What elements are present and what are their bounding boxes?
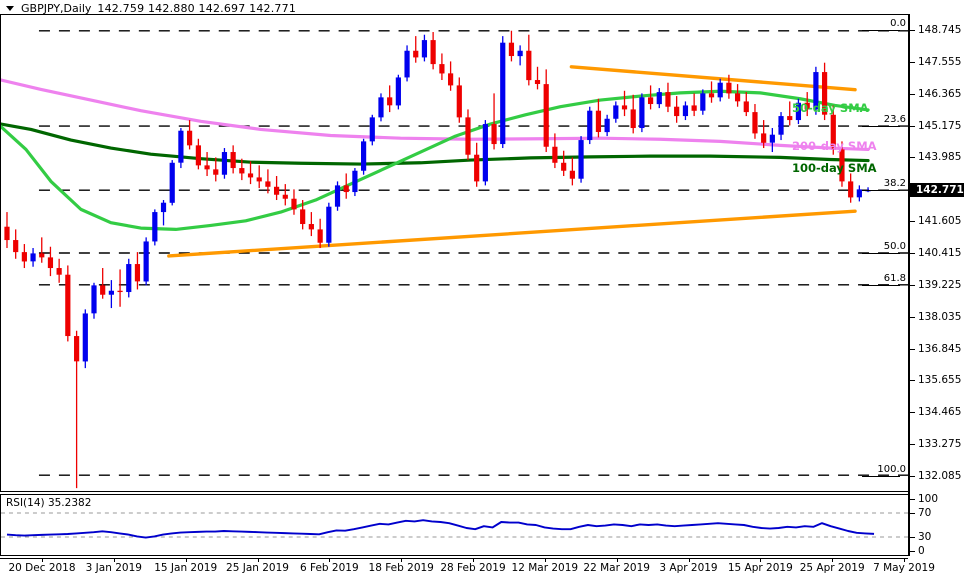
date-tick <box>544 558 546 562</box>
fib-level-stub <box>862 284 900 286</box>
price-tick <box>910 444 915 446</box>
price-tick <box>910 61 915 63</box>
rsi-scale-label: 70 <box>918 506 932 519</box>
date-label: 25 Apr 2019 <box>799 562 865 574</box>
price-tick <box>910 316 915 318</box>
price-tick <box>910 93 915 95</box>
date-label: 3 Jan 2019 <box>85 562 142 574</box>
date-tick <box>760 558 762 562</box>
price-label: 139.225 <box>918 278 962 291</box>
fib-level-stub <box>862 253 900 254</box>
fib-level-stub <box>862 476 900 478</box>
fib-level-label: 0.0 <box>890 17 906 29</box>
price-tick <box>910 253 915 254</box>
date-tick <box>473 558 474 562</box>
date-tick <box>401 558 403 562</box>
rsi-tick <box>910 551 915 552</box>
ohlc-values: 142.759 142.880 142.697 142.771 <box>97 1 297 15</box>
date-tick <box>329 558 331 562</box>
price-tick <box>910 348 915 350</box>
chart-header: GBPJPY,Daily 142.759 142.880 142.697 142… <box>0 0 296 16</box>
fib-level-label: 50.0 <box>883 241 906 252</box>
price-tick <box>910 29 915 31</box>
rsi-scale-label: 0 <box>918 545 925 557</box>
price-scale[interactable]: 148.745 147.555 146.365 145.175 143.985 142.7… <box>910 0 964 584</box>
date-tick <box>616 558 618 562</box>
date-tick <box>113 558 115 562</box>
price-tick <box>910 125 915 127</box>
date-tick <box>42 558 43 562</box>
rsi-tick <box>910 499 915 500</box>
date-label: 22 Mar 2019 <box>583 562 650 574</box>
date-axis: 20 Dec 2018 3 Jan 2019 15 Jan 2019 25 Jan 2… <box>0 558 935 584</box>
axis-divider <box>908 14 910 556</box>
price-pane[interactable] <box>0 14 908 492</box>
date-label: 15 Jan 2019 <box>154 562 218 574</box>
date-tick <box>832 558 834 562</box>
price-label: 147.555 <box>918 55 962 68</box>
legend-sma200: 200-day SMA <box>792 139 877 153</box>
price-label: 146.365 <box>918 87 962 100</box>
current-price-label: 142.771 <box>910 182 964 197</box>
fib-level-label: 23.6 <box>883 113 906 125</box>
price-label: 145.175 <box>918 119 962 132</box>
price-label: 143.985 <box>918 151 962 164</box>
price-tick <box>910 380 915 382</box>
symbol-label: GBPJPY,Daily <box>21 1 92 15</box>
fib-level-stub <box>862 189 900 191</box>
date-label: 15 Apr 2019 <box>727 562 793 574</box>
rsi-tick <box>910 537 915 539</box>
rsi-chart-svg <box>1 512 908 539</box>
triangle-down-icon[interactable] <box>6 5 14 11</box>
fib-level-label: 100.0 <box>877 464 906 476</box>
date-label: 12 Mar 2019 <box>511 562 579 574</box>
price-tick <box>910 476 915 478</box>
rsi-scale-label: 100 <box>918 493 939 505</box>
rsi-tick <box>910 512 915 514</box>
date-label: 18 Feb 2019 <box>368 562 434 574</box>
price-tick <box>910 221 915 223</box>
price-label: 140.415 <box>918 247 962 259</box>
price-label: 132.085 <box>918 470 962 483</box>
date-label: 6 Feb 2019 <box>299 562 359 574</box>
price-label: 141.605 <box>918 215 962 228</box>
date-tick <box>257 558 259 562</box>
price-label: 135.655 <box>918 374 962 387</box>
date-label: 7 May 2019 <box>873 562 935 574</box>
fib-level-stub <box>862 125 900 127</box>
price-label: 138.035 <box>918 310 962 323</box>
price-label: 133.275 <box>918 438 962 451</box>
rsi-pane[interactable] <box>0 494 908 556</box>
date-tick <box>688 558 690 562</box>
date-label: 20 Dec 2018 <box>8 562 76 574</box>
legend-sma100: 100-day SMA <box>792 161 877 175</box>
price-tick <box>910 284 915 286</box>
date-tick <box>904 558 905 562</box>
date-label: 3 Apr 2019 <box>659 562 718 574</box>
rsi-scale-label: 30 <box>918 531 932 544</box>
date-tick <box>185 558 187 562</box>
price-tick <box>910 412 915 414</box>
legend-sma50: 50-day SMA <box>792 101 869 115</box>
price-label: 134.465 <box>918 406 962 419</box>
date-label: 25 Jan 2019 <box>226 562 289 574</box>
date-label: 28 Feb 2019 <box>440 562 506 574</box>
price-tick <box>910 157 915 159</box>
date-axis-line <box>0 558 908 559</box>
price-label: 136.845 <box>918 342 962 355</box>
price-chart-svg <box>1 30 908 489</box>
price-label: 148.745 <box>918 23 962 36</box>
rsi-caption: RSI(14) 35.2382 <box>6 497 92 509</box>
fib-level-label: 61.8 <box>883 272 906 284</box>
fib-level-label: 38.2 <box>883 177 906 189</box>
fib-level-stub <box>862 29 900 31</box>
